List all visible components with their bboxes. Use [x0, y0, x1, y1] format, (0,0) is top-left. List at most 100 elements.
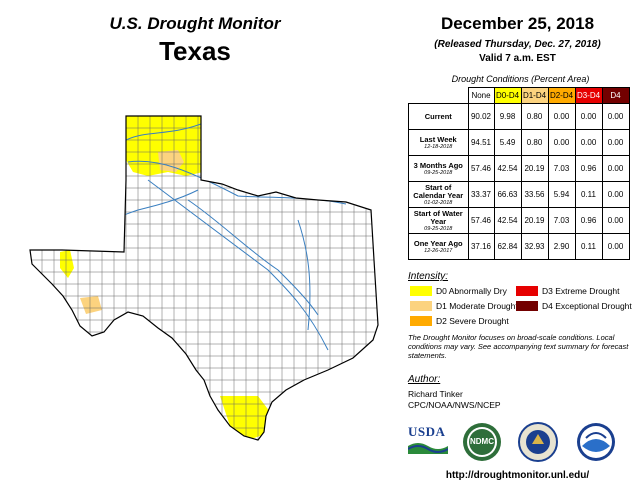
table-row: Last Week 12-18-2018 94.51 5.49 0.80 0.00… — [408, 129, 630, 156]
d1-area-panhandle — [158, 150, 184, 172]
author-title: Author: — [408, 374, 441, 385]
row-label-text: Start of Calendar Year — [413, 182, 464, 200]
table-cell: 9.98 — [493, 103, 522, 130]
table-cell: 7.03 — [547, 207, 576, 234]
table-cell: 7.03 — [547, 155, 576, 182]
table-row: Start of Calendar Year 01-02-2018 33.37 6… — [408, 181, 630, 208]
map-title: U.S. Drought Monitor — [109, 14, 281, 33]
col-d3-d4: D3-D4 — [574, 87, 603, 104]
table-cell: 0.80 — [520, 103, 549, 130]
table-cell: 33.37 — [467, 181, 495, 208]
release-date: (Released Thursday, Dec. 27, 2018) — [434, 39, 601, 50]
table-cell: 57.46 — [467, 207, 495, 234]
map-date: December 25, 2018 — [440, 14, 595, 33]
row-label-date: 09-25-2018 — [424, 169, 453, 176]
table-cell: 0.00 — [574, 129, 603, 156]
website-link[interactable]: http://droughtmonitor.unl.edu/ — [445, 470, 590, 481]
noaa-logo[interactable] — [576, 422, 616, 462]
table-cell: 37.16 — [467, 233, 495, 260]
table-cell: 5.49 — [493, 129, 522, 156]
table-cell: 42.54 — [493, 155, 522, 182]
usda-logo-graphic — [407, 443, 449, 454]
row-label: 3 Months Ago 09-25-2018 — [408, 155, 469, 182]
table-cell: 0.00 — [547, 129, 576, 156]
row-label: Current — [408, 103, 469, 130]
table-cell: 94.51 — [467, 129, 495, 156]
ndmc-logo[interactable]: NDMC — [462, 422, 502, 462]
table-cell: 20.19 — [520, 155, 549, 182]
table-cell: 20.19 — [520, 207, 549, 234]
trinity-river — [297, 219, 311, 331]
d0-area-panhandle — [126, 116, 203, 176]
table-cell: 0.00 — [547, 103, 576, 130]
table-cell: 2.90 — [547, 233, 576, 260]
table-cell: 5.94 — [547, 181, 576, 208]
table-header-row: None D0-D4 D1-D4 D2-D4 D3-D4 D4 — [409, 87, 630, 104]
table-row: One Year Ago 12-26-2017 37.16 62.84 32.93… — [408, 233, 630, 260]
legend-label-d2: D2 Severe Drought — [436, 316, 509, 326]
d1-area-trans-pecos — [80, 296, 102, 314]
canadian-river — [125, 123, 202, 141]
legend-swatch-d3 — [516, 286, 538, 296]
table-cell: 0.11 — [574, 233, 603, 260]
table-row: Current 90.02 9.98 0.80 0.00 0.00 0.00 — [408, 103, 630, 130]
row-label-text: Last Week — [419, 134, 457, 144]
noaa-logo-graphic — [577, 423, 615, 461]
legend-label-d0: D0 Abnormally Dry — [436, 286, 507, 296]
row-label-date: 12-26-2017 — [424, 247, 453, 254]
col-d0-d4: D0-D4 — [493, 87, 522, 104]
texas-map — [29, 115, 379, 441]
doc-seal-logo[interactable] — [518, 422, 558, 462]
table-cell: 0.00 — [601, 155, 630, 182]
table-row: 3 Months Ago 09-25-2018 57.46 42.54 20.19… — [408, 155, 630, 182]
author-org: CPC/NOAA/NWS/NCEP — [408, 400, 501, 410]
texas-state-shape — [30, 116, 378, 440]
table-corner — [409, 88, 469, 104]
doc-seal-graphic — [518, 422, 558, 462]
row-label-text: 3 Months Ago — [413, 160, 463, 170]
row-label-date: 01-02-2018 — [424, 199, 453, 206]
table-cell: 0.96 — [574, 155, 603, 182]
row-label: Start of Water Year 09-25-2018 — [408, 207, 469, 234]
legend-swatch-d4 — [516, 301, 538, 311]
table-cell: 32.93 — [520, 233, 549, 260]
row-label-text: Current — [424, 111, 452, 121]
col-none: None — [467, 87, 495, 104]
table-cell: 0.00 — [601, 233, 630, 260]
legend-label-d1: D1 Moderate Drought — [436, 301, 518, 311]
note-text: The Drought Monitor focuses on broad-sca… — [408, 333, 629, 360]
table-cell: 0.11 — [574, 181, 603, 208]
legend-label-d3: D3 Extreme Drought — [542, 286, 620, 296]
table-cell: 57.46 — [467, 155, 495, 182]
table-cell: 0.00 — [601, 129, 630, 156]
drought-conditions-table: None D0-D4 D1-D4 D2-D4 D3-D4 D4 Current … — [408, 87, 630, 260]
usda-logo[interactable]: USDA — [407, 424, 449, 460]
colorado-river — [187, 199, 319, 316]
table-cell: 90.02 — [467, 103, 495, 130]
row-label: Start of Calendar Year 01-02-2018 — [408, 181, 469, 208]
d0-area-el-paso — [60, 250, 74, 278]
table-cell: 0.00 — [601, 103, 630, 130]
brazos-river — [147, 179, 329, 351]
valid-time: Valid 7 a.m. EST — [479, 53, 556, 64]
table-cell: 33.56 — [520, 181, 549, 208]
col-d2-d4: D2-D4 — [547, 87, 576, 104]
legend-swatch-d1 — [410, 301, 432, 311]
legend-title: Intensity: — [408, 271, 449, 282]
author-name: Richard Tinker — [408, 389, 463, 399]
ndmc-logo-graphic — [463, 423, 501, 461]
table-cell: 0.96 — [574, 207, 603, 234]
table-cell: 66.63 — [493, 181, 522, 208]
table-cell: 0.00 — [601, 207, 630, 234]
table-row: Start of Water Year 09-25-2018 57.46 42.5… — [408, 207, 630, 234]
col-d4: D4 — [601, 87, 630, 104]
row-label-date: 12-18-2018 — [424, 143, 453, 150]
col-d1-d4: D1-D4 — [520, 87, 549, 104]
row-label-text: One Year Ago — [413, 238, 463, 248]
state-name: Texas — [159, 36, 231, 66]
row-label: Last Week 12-18-2018 — [408, 129, 469, 156]
table-cell: 62.84 — [493, 233, 522, 260]
usda-logo-text: USDA — [408, 424, 446, 439]
row-label-text: Start of Water Year — [413, 208, 463, 226]
table-cell: 0.00 — [574, 103, 603, 130]
